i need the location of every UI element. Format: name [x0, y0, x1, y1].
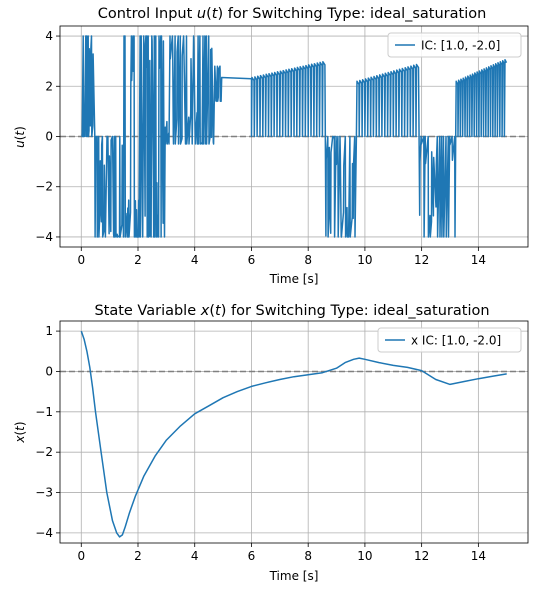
x-tick-label: 10 [357, 253, 372, 267]
x-tick-label: 0 [77, 549, 85, 563]
y-tick-label: 4 [45, 29, 53, 43]
x-tick-label: 2 [134, 549, 142, 563]
plot-frame [59, 320, 529, 544]
y-tick-label: −3 [35, 486, 53, 500]
series-lines [81, 35, 508, 238]
legend-label: IC: [1.0, -2.0] [421, 39, 500, 53]
y-tick-label: 1 [45, 324, 53, 338]
legend-box [387, 32, 522, 58]
y-tick-label: −4 [35, 526, 53, 540]
x-tick-label: 14 [471, 549, 486, 563]
y-axis-ticks: −4 −3 −2 −1 0 1 [35, 324, 60, 540]
x-tick-label: 12 [414, 549, 429, 563]
x-tick-label: 6 [248, 253, 256, 267]
chart-title: Control Input u(t) for Switching Type: i… [98, 6, 487, 22]
y-axis-ticks: −4 −2 0 2 4 [35, 29, 60, 244]
legend: IC: [1.0, -2.0] [387, 32, 522, 58]
y-tick-label: −2 [35, 180, 53, 194]
series-line [80, 330, 507, 538]
x-tick-label: 4 [191, 549, 199, 563]
x-tick-label: 6 [248, 549, 256, 563]
control-input-chart: Control Input u(t) for Switching Type: i… [13, 6, 529, 286]
x-axis-label: Time [s] [269, 272, 319, 286]
y-tick-label: 0 [45, 364, 53, 378]
x-tick-label: 8 [304, 549, 312, 563]
y-tick-label: −1 [35, 405, 53, 419]
legend-label: x IC: [1.0, -2.0] [411, 334, 501, 348]
legend-box [377, 327, 522, 353]
x-tick-label: 0 [77, 253, 85, 267]
y-tick-label: −2 [35, 445, 53, 459]
x-tick-label: 12 [414, 253, 429, 267]
x-tick-label: 8 [304, 253, 312, 267]
x-axis-label: Time [s] [269, 569, 319, 583]
x-tick-label: 14 [471, 253, 486, 267]
x-tick-label: 4 [191, 253, 199, 267]
x-tick-label: 10 [357, 549, 372, 563]
y-axis-label: x(t) [13, 421, 27, 443]
x-axis-ticks: 0 2 4 6 8 10 12 14 [77, 543, 486, 563]
chart-title: State Variable x(t) for Switching Type: … [94, 303, 489, 319]
y-tick-label: 0 [45, 130, 53, 144]
state-variable-chart: State Variable x(t) for Switching Type: … [13, 303, 529, 583]
y-axis-label: u(t) [13, 126, 27, 148]
x-axis-ticks: 0 2 4 6 8 10 12 14 [77, 247, 486, 267]
series-line [81, 35, 508, 238]
y-tick-label: 2 [45, 79, 53, 93]
y-tick-label: −4 [35, 230, 53, 244]
legend: x IC: [1.0, -2.0] [377, 327, 522, 353]
x-tick-label: 2 [134, 253, 142, 267]
series-lines [80, 330, 507, 538]
